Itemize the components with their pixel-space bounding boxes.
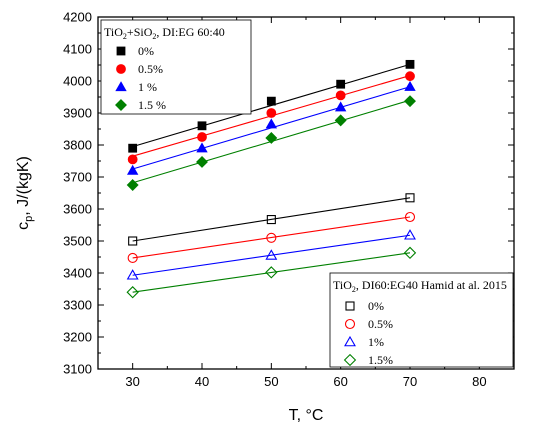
data-point (334, 101, 347, 112)
data-point (197, 121, 207, 131)
data-point (404, 211, 416, 223)
y-tick-label: 3200 (63, 330, 92, 345)
x-tick-label: 30 (125, 374, 139, 389)
legend-top-entry-2: 0.5% (138, 62, 163, 76)
legend-top-title: TiO2+SiO2, DI:EG 60:40 (104, 25, 225, 41)
x-axis-title: T, °C (289, 407, 324, 424)
y-tick-label: 3400 (63, 266, 92, 281)
fit-line-series-5 (132, 197, 411, 242)
data-point (127, 252, 138, 264)
x-tick-label: 80 (472, 374, 486, 389)
y-tick-label: 3700 (63, 170, 92, 185)
legend-symbol (344, 318, 356, 330)
data-point (126, 269, 139, 280)
legend-top: TiO2+SiO2, DI:EG 60:40 0% 0.5% 1 % 1.5 % (100, 19, 252, 115)
data-point (404, 95, 416, 108)
legend-bottom-entry-1: 0% (368, 299, 384, 313)
data-point (126, 179, 139, 191)
data-markers (126, 59, 417, 299)
data-point (266, 108, 277, 118)
legend-top-entry-1: 0% (138, 44, 154, 58)
data-point (405, 71, 415, 82)
y-tick-label: 4200 (63, 10, 92, 25)
legend-top-entry-4: 1.5 % (138, 98, 166, 112)
legend-bottom-entry-2: 0.5% (368, 317, 393, 331)
legend-top-box (100, 19, 252, 115)
data-point (405, 193, 415, 203)
data-point (128, 236, 138, 246)
data-point (405, 59, 415, 69)
y-tick-label: 3500 (63, 234, 92, 249)
legend-symbol (345, 301, 355, 311)
x-tick-label: 60 (333, 374, 347, 389)
data-point (126, 164, 139, 175)
data-point (196, 142, 208, 153)
fit-line-series-7 (132, 234, 411, 276)
data-point (126, 286, 139, 299)
data-point (266, 96, 276, 106)
y-tick-label: 4100 (63, 42, 92, 57)
data-point (266, 215, 276, 225)
y-tick-label: 4000 (63, 74, 92, 89)
legend-symbol (115, 81, 127, 92)
data-point (196, 155, 208, 168)
y-axis-title: cp, J/(kgK) (15, 156, 35, 230)
legend-symbol (116, 46, 126, 56)
y-tick-label: 3600 (63, 202, 92, 217)
y-tick-label: 3900 (63, 106, 92, 121)
legend-symbol (343, 353, 357, 367)
fit-lines (132, 63, 411, 293)
data-point (266, 232, 277, 243)
y-tick-label: 3300 (63, 298, 92, 313)
data-point (265, 131, 278, 144)
data-point (128, 143, 138, 153)
data-point (403, 246, 417, 260)
y-tick-label: 3100 (63, 362, 92, 377)
legend-bottom-entry-4: 1.5% (368, 353, 393, 367)
legend-bottom: TiO2, DI60:EG40 Hamid at al. 2015 0% 0.5… (329, 272, 514, 368)
data-point (335, 90, 346, 101)
data-point (404, 80, 416, 91)
data-point (336, 79, 346, 89)
x-tick-label: 70 (403, 374, 417, 389)
x-tick-label: 50 (264, 374, 278, 389)
fit-line-series-6 (132, 216, 411, 259)
legend-bottom-symbols (343, 301, 357, 367)
legend-symbol (116, 64, 126, 74)
tick-labels: 30 40 50 60 70 80 3100 3200 3300 3400 3500 3600 3700… (63, 10, 486, 390)
data-point (334, 114, 347, 127)
data-point (265, 118, 278, 129)
legend-bottom-entry-3: 1% (368, 335, 384, 349)
legend-symbol (344, 335, 356, 347)
fit-line-series-8 (132, 252, 411, 293)
x-tick-label: 40 (195, 374, 209, 389)
legend-top-entry-3: 1 % (138, 80, 157, 94)
legend-bottom-box (329, 272, 514, 368)
y-tick-label: 3800 (63, 138, 92, 153)
data-point (265, 266, 278, 279)
legend-bottom-title: TiO2, DI60:EG40 Hamid at al. 2015 (333, 278, 507, 294)
legend-top-symbols (115, 46, 127, 111)
data-point (404, 229, 416, 240)
data-point (197, 132, 207, 142)
data-point (127, 154, 138, 165)
data-point (265, 249, 278, 260)
legend-symbol (115, 99, 127, 111)
